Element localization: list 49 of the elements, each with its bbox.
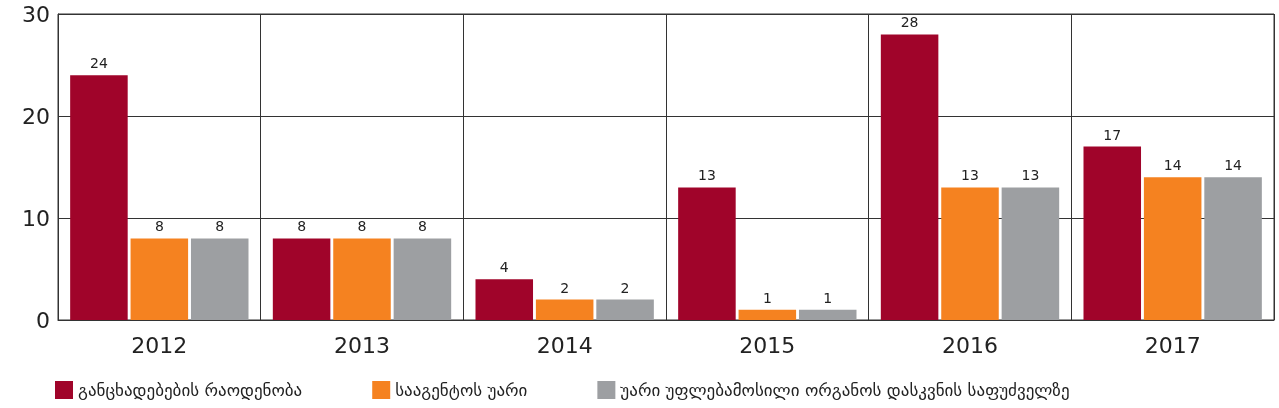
bar <box>1204 177 1262 320</box>
x-tick-label: 2017 <box>1144 332 1201 358</box>
x-tick-label: 2012 <box>131 332 188 358</box>
x-tick-label: 2014 <box>536 332 593 358</box>
data-label: 1 <box>823 289 833 306</box>
data-label: 13 <box>1021 167 1040 184</box>
data-label: 28 <box>900 14 919 31</box>
data-label: 14 <box>1224 157 1243 174</box>
bar <box>798 309 857 320</box>
bar <box>190 238 249 320</box>
data-label: 2 <box>620 279 630 296</box>
data-label: 14 <box>1163 157 1182 174</box>
data-label: 8 <box>417 218 427 235</box>
data-label: 24 <box>90 55 108 72</box>
y-tick-label: 0 <box>36 307 50 333</box>
bar <box>333 238 391 320</box>
y-tick-label: 30 <box>22 1 50 27</box>
bar <box>272 238 331 320</box>
bar <box>535 299 594 320</box>
data-label: 17 <box>1103 126 1122 143</box>
y-tick-label: 10 <box>22 205 50 231</box>
data-label: 1 <box>762 289 772 306</box>
bar <box>596 299 654 320</box>
data-label: 2 <box>560 279 570 296</box>
x-tick-label: 2013 <box>334 332 390 358</box>
bar <box>130 238 189 320</box>
bar <box>70 75 128 320</box>
data-label: 8 <box>297 218 307 235</box>
bar <box>941 187 999 320</box>
bar <box>880 34 939 320</box>
bar <box>1001 187 1060 320</box>
data-label: 8 <box>215 218 225 235</box>
y-tick-label: 20 <box>22 103 50 129</box>
bar <box>678 187 736 320</box>
legend-label: განცხადებების რაოდენობა <box>78 380 303 400</box>
legend-label: უარი უფლებამოსილი ორგანოს დასკვნის საფუძველზე <box>620 380 1070 400</box>
bar <box>738 309 797 320</box>
data-label: 8 <box>154 218 164 235</box>
bar <box>1143 177 1202 320</box>
x-tick-label: 2016 <box>942 332 998 358</box>
bar <box>1083 146 1142 320</box>
data-label: 8 <box>357 218 367 235</box>
data-label: 4 <box>499 259 509 276</box>
bar <box>393 238 452 320</box>
data-label: 13 <box>961 167 979 184</box>
data-label: 13 <box>698 167 716 184</box>
x-tick-label: 2015 <box>739 332 796 358</box>
bar <box>475 279 534 320</box>
legend-label: სააგენტოს უარი <box>395 380 528 400</box>
